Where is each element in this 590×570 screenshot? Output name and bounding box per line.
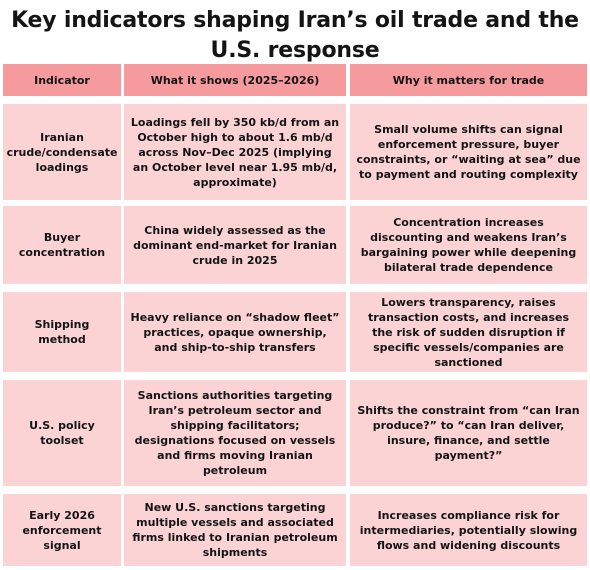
- indicator-cell: U.S. policy toolset: [3, 380, 121, 486]
- table-row: Iranian crude/condensate loadings Loadin…: [3, 104, 587, 200]
- page-title: Key indicators shaping Iran’s oil trade …: [11, 8, 579, 63]
- header-what-it-shows: What it shows (2025–2026): [124, 64, 346, 96]
- what-cell: Sanctions authorities targeting Iran’s p…: [124, 380, 346, 486]
- why-cell: Lowers transparency, raises transaction …: [350, 292, 587, 372]
- header-why-it-matters: Why it matters for trade: [350, 64, 587, 96]
- indicator-cell: Early 2026 enforcement signal: [3, 494, 121, 566]
- what-cell: Heavy reliance on “shadow fleet” practic…: [124, 292, 346, 372]
- header-indicator: Indicator: [3, 64, 121, 96]
- what-cell: New U.S. sanctions targeting multiple ve…: [124, 494, 346, 566]
- table-row: Shipping method Heavy reliance on “shado…: [3, 292, 587, 372]
- why-cell: Small volume shifts can signal enforceme…: [350, 104, 587, 200]
- what-cell: China widely assessed as the dominant en…: [124, 206, 346, 284]
- what-cell: Loadings fell by 350 kb/d from an Octobe…: [124, 104, 346, 200]
- why-cell: Concentration increases discounting and …: [350, 206, 587, 284]
- indicator-cell: Iranian crude/condensate loadings: [3, 104, 121, 200]
- table-row: Early 2026 enforcement signal New U.S. s…: [3, 494, 587, 566]
- indicator-cell: Shipping method: [3, 292, 121, 372]
- table-row: U.S. policy toolset Sanctions authoritie…: [3, 380, 587, 486]
- why-cell: Shifts the constraint from “can Iran pro…: [350, 380, 587, 486]
- table-row: Buyer concentration China widely assesse…: [3, 206, 587, 284]
- indicator-cell: Buyer concentration: [3, 206, 121, 284]
- why-cell: Increases compliance risk for intermedia…: [350, 494, 587, 566]
